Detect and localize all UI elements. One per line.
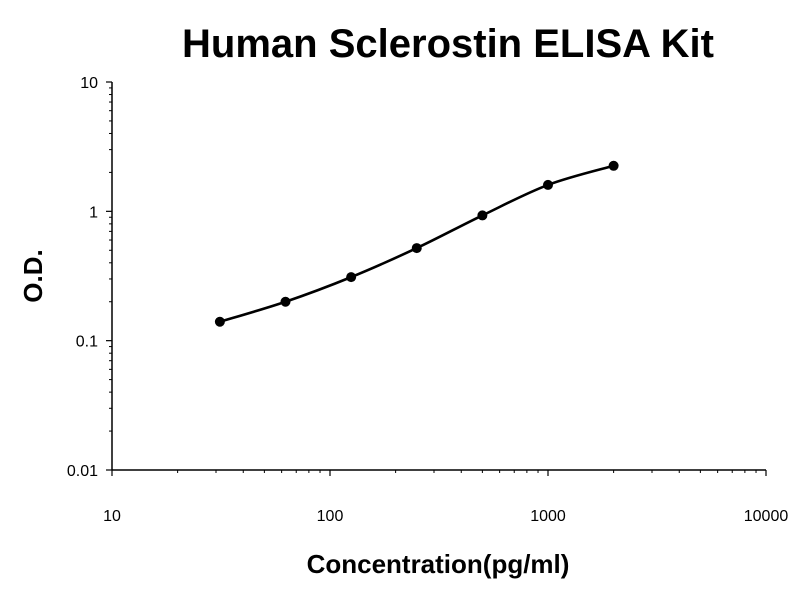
x-axis: 10 100 1000 10000 [103, 469, 789, 525]
plot-area [214, 160, 619, 327]
x-axis-label: Concentration(pg/ml) [307, 549, 570, 579]
data-point [214, 316, 225, 327]
y-axis: 0.01 0.1 1 10 [67, 75, 113, 480]
y-tick-label: 1 [89, 204, 98, 221]
x-tick-label: 10000 [744, 508, 789, 525]
data-point [477, 210, 488, 221]
x-tick-label: 100 [317, 508, 344, 525]
y-tick-label: 0.01 [67, 463, 98, 480]
chart-title: Human Sclerostin ELISA Kit [182, 22, 714, 66]
x-tick-label: 10 [103, 508, 121, 525]
data-point [411, 243, 422, 254]
x-tick-label: 1000 [530, 508, 566, 525]
y-axis-label: O.D. [18, 249, 48, 302]
data-point [608, 160, 619, 171]
data-point [346, 272, 357, 283]
y-tick-label: 0.1 [76, 334, 98, 351]
y-tick-label: 10 [80, 75, 98, 92]
data-point [543, 179, 553, 190]
data-point [280, 296, 291, 307]
